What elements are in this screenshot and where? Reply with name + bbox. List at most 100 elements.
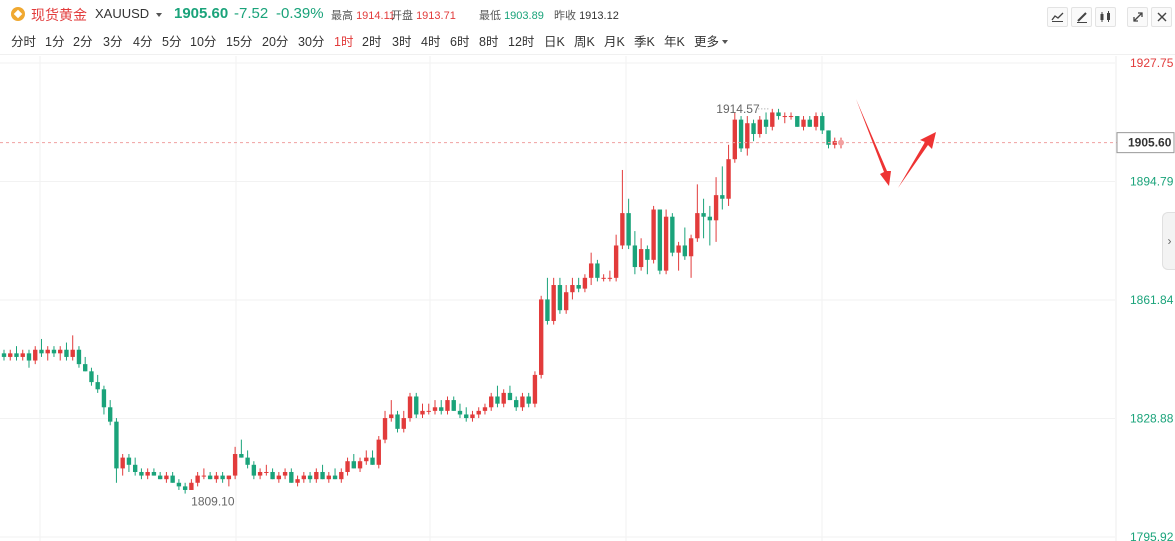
candle-body xyxy=(264,471,269,473)
candle-body xyxy=(345,461,350,472)
divider xyxy=(0,54,1175,55)
candle-body xyxy=(95,382,100,390)
candle-body xyxy=(20,353,25,357)
candle-body xyxy=(663,216,669,271)
collapse-icon[interactable] xyxy=(1127,7,1148,27)
period-tab-20[interactable]: 季K xyxy=(634,35,655,49)
candle-body xyxy=(788,116,794,118)
candle-body xyxy=(182,486,188,490)
candle-body xyxy=(763,119,769,127)
candle-body xyxy=(732,119,737,160)
instrument-code[interactable]: XAUUSD xyxy=(95,6,150,21)
candle-body xyxy=(301,475,307,480)
candle-body xyxy=(407,396,413,419)
candle-body xyxy=(270,471,275,480)
candle-body xyxy=(232,454,238,476)
candle-body xyxy=(114,421,119,469)
candle-body xyxy=(108,407,113,422)
quote-header: 现货黄金 XAUUSD 1905.60 -7.52 -0.39% 最高 1914… xyxy=(0,0,1175,28)
instrument-dropdown-icon[interactable] xyxy=(156,13,162,17)
chevron-right-icon: › xyxy=(1167,234,1172,248)
stat-high: 最高 1914.11 xyxy=(331,7,395,23)
candle-body xyxy=(307,475,313,480)
close-icon[interactable] xyxy=(1151,7,1172,27)
candle-body xyxy=(282,471,288,476)
period-tab-16[interactable]: 12时 xyxy=(508,35,535,49)
candle-body xyxy=(570,285,575,293)
period-tab-15[interactable]: 8时 xyxy=(479,35,499,49)
candle-body xyxy=(382,418,388,440)
y-tick-label: 1894.79 xyxy=(1130,175,1174,189)
candle-body xyxy=(557,285,563,311)
candle-body xyxy=(657,209,663,271)
candle-body xyxy=(514,400,519,408)
candle-body xyxy=(220,475,225,480)
candle-body xyxy=(451,400,456,411)
period-tab-22[interactable]: 更多 xyxy=(694,35,720,49)
candle-body xyxy=(364,457,369,462)
candle-body xyxy=(33,349,38,361)
side-panel-toggle[interactable]: › xyxy=(1162,212,1175,270)
candle-body xyxy=(120,457,125,469)
period-tab-7[interactable]: 15分 xyxy=(226,35,253,49)
period-tab-4[interactable]: 4分 xyxy=(133,35,153,49)
candle-body xyxy=(682,245,688,257)
period-tab-3[interactable]: 3分 xyxy=(103,35,123,49)
period-tab-2[interactable]: 2分 xyxy=(73,35,93,49)
stat-open-label: 开盘 xyxy=(391,10,413,22)
candle-body xyxy=(8,353,13,357)
line-tool-icon[interactable] xyxy=(1047,7,1068,27)
candle-body xyxy=(795,116,800,127)
y-tick-label: 1795.92 xyxy=(1130,530,1174,541)
candle-body xyxy=(76,349,82,365)
period-tab-21[interactable]: 年K xyxy=(664,35,685,49)
period-tab-17[interactable]: 日K xyxy=(544,35,565,49)
candle-body xyxy=(726,159,731,199)
draw-tool-icon[interactable] xyxy=(1071,7,1092,27)
candle-body xyxy=(251,464,257,476)
period-tab-6[interactable]: 10分 xyxy=(190,35,217,49)
candle-body xyxy=(214,475,219,480)
candle-body xyxy=(670,216,675,253)
period-tab-9[interactable]: 30分 xyxy=(298,35,325,49)
candle-body xyxy=(445,400,450,411)
period-tab-10[interactable]: 1时 xyxy=(334,35,354,49)
price-change-pct: -0.39% xyxy=(276,5,324,22)
stat-low: 最低 1903.89 xyxy=(479,7,544,23)
indicator-icon[interactable] xyxy=(1095,7,1116,27)
stat-prev-close: 昨收 1913.12 xyxy=(554,7,619,23)
candle-body xyxy=(257,471,263,476)
period-tab-13[interactable]: 4时 xyxy=(421,35,441,49)
candle-body xyxy=(757,119,762,135)
candle-body xyxy=(339,471,344,480)
candle-body xyxy=(45,349,50,354)
candle-body xyxy=(289,471,294,483)
instrument-name[interactable]: 现货黄金 xyxy=(31,7,87,23)
arrow-down-annotation xyxy=(856,99,891,186)
candle-body xyxy=(632,245,638,268)
period-tab-12[interactable]: 3时 xyxy=(392,35,412,49)
candle-body xyxy=(58,349,63,354)
period-tab-0[interactable]: 分时 xyxy=(11,35,37,49)
candle-body xyxy=(545,299,550,321)
candle-body xyxy=(751,123,756,135)
period-tab-19[interactable]: 月K xyxy=(604,35,625,49)
y-tick-label: 1861.84 xyxy=(1130,293,1174,307)
candle-body xyxy=(782,116,787,118)
period-tab-14[interactable]: 6时 xyxy=(450,35,470,49)
candle-body xyxy=(595,263,600,278)
period-tab-5[interactable]: 5分 xyxy=(162,35,182,49)
more-dropdown-icon[interactable] xyxy=(722,40,728,44)
period-tab-1[interactable]: 1分 xyxy=(45,35,65,49)
candle-body xyxy=(14,353,19,357)
period-tab-11[interactable]: 2时 xyxy=(362,35,382,49)
period-tab-18[interactable]: 周K xyxy=(574,35,595,49)
candle-body xyxy=(420,410,425,415)
candle-body xyxy=(701,213,706,217)
candle-body xyxy=(357,461,363,469)
candle-body xyxy=(226,475,232,480)
candle-body xyxy=(482,407,488,411)
period-tab-8[interactable]: 20分 xyxy=(262,35,289,49)
candle-body xyxy=(401,418,406,429)
